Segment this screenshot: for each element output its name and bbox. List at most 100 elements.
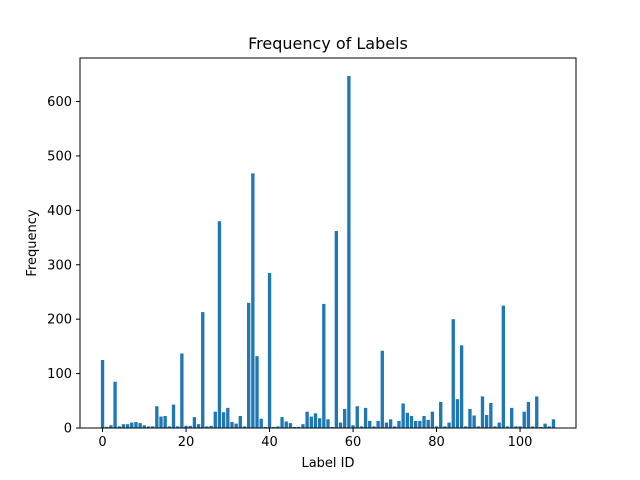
bar-104: [535, 396, 539, 428]
bar-61: [355, 406, 359, 428]
bar-22: [192, 417, 197, 428]
x-tick-label: 0: [98, 435, 106, 450]
bar-55: [330, 426, 334, 428]
bar-19: [180, 353, 184, 428]
bar-12: [150, 426, 155, 428]
bar-33: [238, 416, 242, 428]
bar-78: [426, 419, 430, 428]
bar-66: [376, 420, 380, 428]
bar-60: [351, 425, 355, 428]
bar-50: [309, 416, 313, 428]
bar-13: [155, 406, 159, 428]
bar-20: [184, 425, 188, 428]
bar-44: [284, 421, 288, 428]
bar-26: [209, 425, 213, 428]
bar-103: [530, 426, 535, 428]
bar-90: [476, 426, 480, 428]
bar-93: [489, 402, 493, 428]
plot-frame: [79, 57, 577, 429]
bar-27: [213, 411, 217, 428]
bar-88: [468, 408, 472, 428]
bar-46: [292, 426, 297, 428]
bar-42: [276, 426, 280, 428]
bar-57: [338, 422, 343, 428]
bar-106: [543, 423, 547, 428]
y-tick-label: 200: [47, 313, 72, 328]
bar-49: [305, 411, 309, 428]
bar-0: [100, 359, 105, 428]
bars-group: [100, 75, 556, 429]
bar-65: [372, 426, 376, 428]
bar-84: [451, 319, 455, 428]
bar-74: [409, 416, 414, 428]
bar-32: [234, 423, 238, 428]
y-tick-label: 500: [47, 149, 72, 164]
bar-100: [518, 426, 522, 428]
bar-81: [439, 401, 443, 428]
bar-70: [393, 426, 397, 428]
bar-21: [188, 425, 192, 428]
bar-99: [514, 426, 518, 428]
x-axis-ticks: 0 20 40 60 80 100: [98, 428, 532, 450]
bar-1: [105, 426, 109, 428]
bar-79: [430, 411, 435, 428]
bar-102: [526, 401, 531, 428]
x-tick-label: 100: [508, 435, 533, 450]
bar-16: [167, 426, 172, 428]
bar-4: [117, 426, 121, 428]
bar-15: [163, 416, 167, 428]
bar-97: [505, 426, 510, 428]
bar-62: [359, 426, 364, 428]
bar-85: [455, 399, 460, 428]
bar-24: [201, 312, 205, 428]
bar-43: [280, 417, 284, 428]
y-tick-label: 400: [47, 204, 72, 219]
bar-47: [297, 426, 301, 428]
bar-96: [501, 305, 506, 428]
bar-29: [221, 412, 226, 428]
bar-14: [159, 416, 163, 428]
bar-39: [263, 426, 268, 428]
bar-3: [113, 381, 117, 428]
y-tick-label: 300: [47, 258, 72, 273]
bar-48: [301, 424, 305, 428]
bar-8: [134, 422, 138, 428]
chart-title: Frequency of Labels: [248, 34, 408, 53]
bar-45: [288, 423, 293, 428]
bar-41: [272, 426, 276, 428]
y-tick-label: 0: [64, 422, 72, 437]
y-tick-label: 100: [47, 367, 72, 382]
x-tick-label: 80: [428, 435, 445, 450]
x-tick-label: 60: [345, 435, 362, 450]
bar-105: [539, 426, 543, 428]
bar-52: [317, 418, 322, 428]
bar-77: [422, 416, 426, 428]
bar-51: [313, 413, 318, 428]
x-axis-label: Label ID: [301, 456, 354, 471]
bar-80: [434, 426, 439, 428]
bar-86: [459, 345, 464, 428]
bar-68: [384, 422, 389, 428]
bar-89: [472, 415, 476, 428]
bar-56: [334, 231, 339, 428]
bar-87: [464, 426, 468, 428]
x-tick-label: 20: [178, 435, 195, 450]
bar-30: [226, 407, 230, 428]
bar-82: [443, 426, 447, 428]
bar-53: [322, 303, 326, 428]
bar-37: [255, 356, 259, 428]
bar-107: [547, 426, 551, 428]
bar-95: [497, 422, 501, 428]
y-tick-label: 600: [47, 95, 72, 110]
bar-35: [247, 302, 251, 428]
bar-7: [130, 422, 134, 428]
bar-18: [176, 426, 180, 428]
bar-75: [414, 420, 418, 428]
bar-108: [551, 419, 556, 428]
bar-71: [397, 420, 401, 428]
bar-63: [363, 407, 368, 428]
bar-69: [388, 419, 393, 428]
bar-17: [171, 404, 176, 428]
bar-83: [447, 422, 451, 428]
